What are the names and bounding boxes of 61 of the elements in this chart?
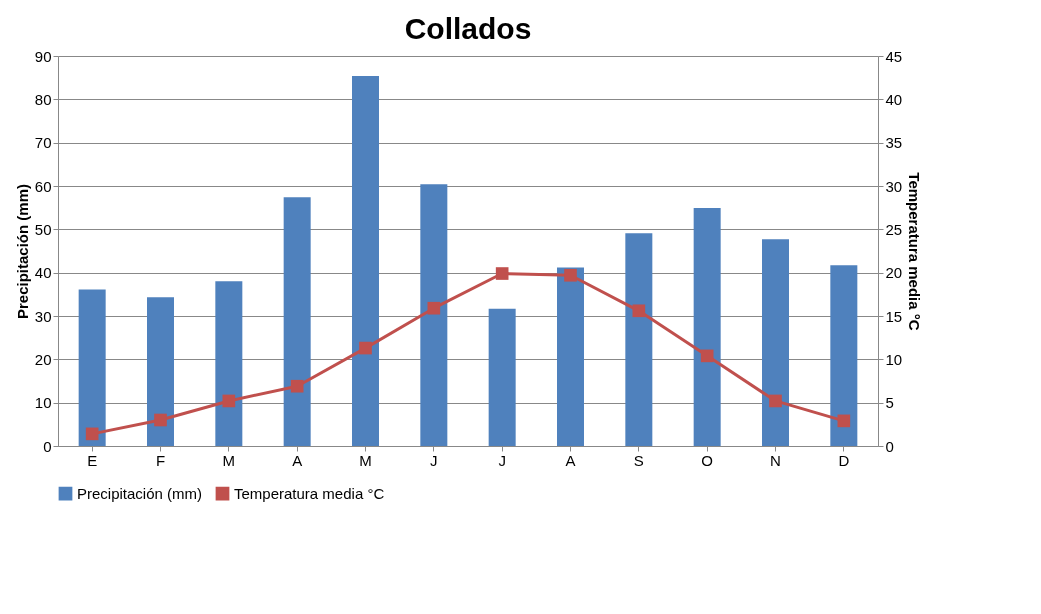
bar bbox=[283, 197, 311, 446]
x-tick-label: E bbox=[87, 451, 98, 469]
point bbox=[154, 413, 167, 427]
point bbox=[564, 268, 577, 282]
y2-tick-label: 0 bbox=[885, 437, 894, 455]
y2-tick-label: 40 bbox=[885, 90, 903, 108]
y2-tick-label: 15 bbox=[885, 307, 903, 325]
x-tick-label: J bbox=[430, 451, 438, 469]
bar bbox=[147, 297, 174, 446]
y-tick-label: 50 bbox=[34, 220, 52, 238]
y2-tick-label: 5 bbox=[885, 394, 894, 412]
point bbox=[632, 304, 646, 318]
x-tick-label: A bbox=[292, 451, 303, 469]
bar bbox=[557, 267, 584, 446]
y-tick-label: 90 bbox=[34, 47, 52, 65]
bar bbox=[830, 265, 858, 446]
y2-tick-label: 35 bbox=[885, 134, 903, 152]
x-tick-label: J bbox=[498, 451, 506, 469]
point bbox=[495, 267, 509, 280]
chart-title: Collados bbox=[404, 12, 532, 45]
x-tick-label: D bbox=[838, 451, 850, 469]
x-tick-label: O bbox=[701, 451, 713, 469]
y-tick-label: 70 bbox=[34, 134, 52, 152]
point bbox=[837, 414, 851, 428]
point bbox=[290, 379, 304, 393]
y2-tick-label: 25 bbox=[885, 220, 903, 238]
point bbox=[427, 301, 441, 315]
x-tick-label: A bbox=[565, 451, 576, 469]
bar bbox=[215, 281, 243, 446]
y2-tick-label: 45 bbox=[885, 47, 903, 65]
point bbox=[769, 394, 782, 408]
bar bbox=[488, 308, 516, 446]
legend-label: Precipitación (mm) bbox=[77, 484, 203, 502]
bar bbox=[762, 239, 789, 446]
x-tick-label: F bbox=[155, 451, 166, 469]
y2-tick-label: 20 bbox=[885, 264, 903, 282]
x-tick-label: M bbox=[359, 451, 372, 469]
y-tick-label: 30 bbox=[34, 307, 52, 325]
x-tick-label: S bbox=[633, 451, 644, 469]
y-axis-title: Precipitación (mm) bbox=[13, 183, 31, 320]
x-tick-label: N bbox=[770, 451, 781, 469]
legend-label: Temperatura media °C bbox=[234, 484, 385, 502]
x-tick-label: M bbox=[222, 451, 236, 469]
y-tick-label: 40 bbox=[34, 264, 52, 282]
bar bbox=[352, 75, 379, 446]
y-tick-label: 20 bbox=[34, 350, 52, 368]
bar bbox=[420, 184, 448, 446]
point bbox=[700, 349, 714, 363]
point bbox=[85, 427, 99, 441]
y-tick-label: 80 bbox=[34, 90, 52, 108]
y2-tick-label: 10 bbox=[885, 350, 903, 368]
bar bbox=[78, 289, 106, 446]
bar bbox=[693, 208, 721, 446]
y2-tick-label: 30 bbox=[885, 177, 903, 195]
y-tick-label: 10 bbox=[34, 394, 52, 412]
y-tick-label: 0 bbox=[43, 437, 52, 455]
point bbox=[359, 341, 372, 355]
y2-axis-title: Temperatura media °C bbox=[906, 172, 924, 331]
point bbox=[222, 394, 236, 408]
bar bbox=[625, 233, 653, 446]
y-tick-label: 60 bbox=[34, 177, 52, 195]
